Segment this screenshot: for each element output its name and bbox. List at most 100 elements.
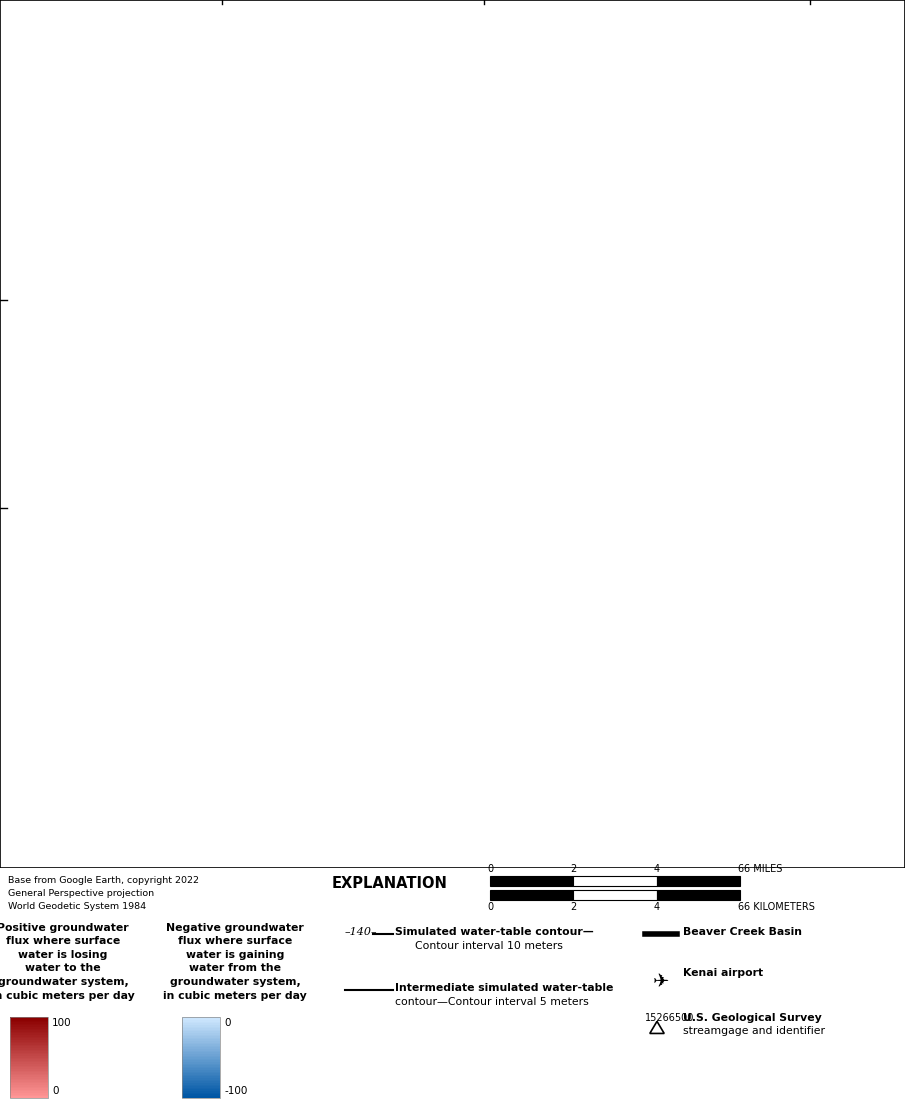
Bar (182, 1096, 220, 1098)
Bar (182, 1041, 220, 1043)
Bar (182, 1070, 220, 1072)
Bar (182, 1072, 220, 1074)
Bar (10, 1075, 48, 1077)
Text: Negative groundwater
flux where surface
water is gaining
water from the
groundwa: Negative groundwater flux where surface … (163, 922, 307, 1001)
Bar (10, 1079, 48, 1082)
Bar (10, 1068, 48, 1071)
Bar (10, 1058, 48, 1061)
Bar (182, 1055, 220, 1057)
Bar (10, 1030, 48, 1032)
Text: 6: 6 (737, 902, 743, 912)
Bar (182, 1029, 220, 1030)
Bar (657, 890, 740, 900)
Text: 2: 2 (570, 864, 576, 874)
Bar (10, 1040, 48, 1042)
Text: 0: 0 (487, 864, 493, 874)
Bar (10, 1018, 48, 1098)
Text: 0: 0 (487, 902, 493, 912)
Bar (182, 1076, 220, 1078)
Bar (182, 1050, 220, 1051)
Bar (182, 1067, 220, 1068)
Bar (10, 1073, 48, 1075)
Bar (182, 1026, 220, 1029)
Bar (182, 1022, 220, 1024)
Bar (182, 1082, 220, 1084)
Text: ✈: ✈ (653, 972, 669, 991)
Bar (10, 1067, 48, 1068)
Bar (10, 1031, 48, 1033)
Bar (10, 1070, 48, 1072)
Bar (182, 1079, 220, 1082)
Bar (182, 1075, 220, 1077)
Bar (10, 1096, 48, 1098)
Bar (10, 1022, 48, 1024)
Bar (10, 1023, 48, 1025)
Bar (10, 1041, 48, 1043)
Bar (10, 1065, 48, 1067)
Text: Kenai airport: Kenai airport (683, 968, 763, 978)
Bar (182, 1043, 220, 1045)
Bar (182, 1088, 220, 1089)
Bar (182, 1058, 220, 1061)
Bar (10, 1016, 48, 1019)
Bar (10, 1054, 48, 1056)
Polygon shape (650, 1021, 664, 1033)
Bar (10, 1033, 48, 1035)
Text: 6 KILOMETERS: 6 KILOMETERS (744, 902, 814, 912)
Bar (182, 1016, 220, 1019)
Bar (10, 1036, 48, 1039)
Bar (490, 890, 574, 900)
Text: Contour interval 10 meters: Contour interval 10 meters (415, 941, 563, 951)
Bar (10, 1055, 48, 1057)
Text: Positive groundwater
flux where surface
water is losing
water to the
groundwater: Positive groundwater flux where surface … (0, 922, 135, 1001)
Bar (182, 1085, 220, 1087)
Bar (182, 1057, 220, 1060)
Bar (10, 1029, 48, 1030)
Text: Intermediate simulated water-table: Intermediate simulated water-table (395, 983, 614, 993)
Bar (10, 1072, 48, 1074)
Bar (182, 1094, 220, 1096)
Bar (182, 1052, 220, 1054)
Text: streamgage and identifier: streamgage and identifier (683, 1026, 825, 1036)
Bar (10, 1078, 48, 1081)
Bar (182, 1019, 220, 1021)
Bar (10, 1091, 48, 1093)
Bar (182, 1073, 220, 1075)
Bar (10, 1044, 48, 1046)
Bar (10, 1050, 48, 1051)
Bar (10, 1046, 48, 1048)
Bar (182, 1018, 220, 1098)
Bar (10, 1043, 48, 1045)
Bar (10, 1064, 48, 1066)
Bar (10, 1083, 48, 1085)
Bar (182, 1083, 220, 1085)
Bar (10, 1094, 48, 1096)
Bar (182, 1030, 220, 1032)
Bar (10, 1089, 48, 1092)
Bar (10, 1085, 48, 1087)
Text: 6: 6 (737, 864, 743, 874)
Text: U.S. Geological Survey: U.S. Geological Survey (683, 1013, 822, 1023)
Bar (10, 1037, 48, 1040)
Bar (182, 1064, 220, 1066)
Bar (10, 1093, 48, 1095)
Text: EXPLANATION: EXPLANATION (332, 876, 448, 891)
Bar (10, 1082, 48, 1084)
Bar (657, 876, 740, 886)
Bar (182, 1040, 220, 1042)
Bar (182, 1046, 220, 1048)
Text: 2: 2 (570, 902, 576, 912)
Text: 15266500: 15266500 (645, 1013, 694, 1023)
Bar (182, 1091, 220, 1093)
Bar (182, 1078, 220, 1081)
Bar (182, 1037, 220, 1040)
Text: -100: -100 (224, 1086, 247, 1096)
Bar (182, 1033, 220, 1035)
Bar (182, 1044, 220, 1046)
Text: 100: 100 (52, 1019, 71, 1029)
Bar (182, 1036, 220, 1039)
Bar (10, 1026, 48, 1029)
Bar (182, 1034, 220, 1036)
Text: Base from Google Earth, copyright 2022
General Perspective projection
World Geod: Base from Google Earth, copyright 2022 G… (8, 876, 199, 911)
Bar (182, 1061, 220, 1063)
